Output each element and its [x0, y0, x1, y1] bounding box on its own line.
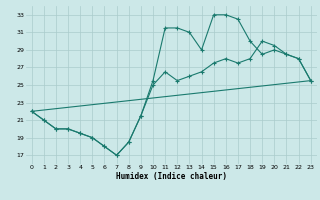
X-axis label: Humidex (Indice chaleur): Humidex (Indice chaleur): [116, 172, 227, 181]
